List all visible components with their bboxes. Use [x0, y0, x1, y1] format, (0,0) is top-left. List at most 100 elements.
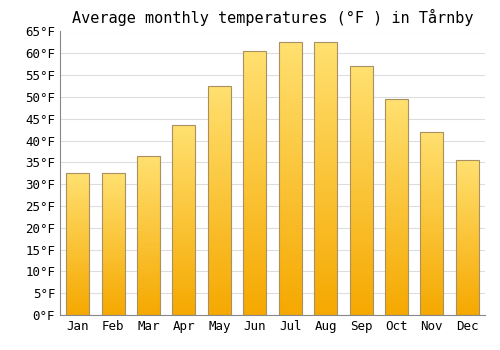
Bar: [172, 125, 196, 126]
Bar: [314, 281, 337, 282]
Bar: [208, 92, 231, 93]
Bar: [172, 248, 196, 250]
Bar: [456, 230, 479, 231]
Bar: [172, 138, 196, 139]
Bar: [244, 158, 266, 159]
Bar: [172, 293, 196, 294]
Bar: [350, 252, 372, 253]
Bar: [244, 132, 266, 133]
Bar: [66, 226, 89, 227]
Bar: [172, 235, 196, 236]
Bar: [314, 162, 337, 164]
Bar: [278, 205, 301, 206]
Bar: [102, 202, 124, 203]
Bar: [420, 240, 444, 241]
Bar: [208, 166, 231, 167]
Bar: [137, 185, 160, 186]
Bar: [420, 263, 444, 264]
Bar: [172, 245, 196, 246]
Bar: [208, 208, 231, 209]
Bar: [385, 188, 408, 189]
Bar: [350, 180, 372, 181]
Bar: [385, 254, 408, 256]
Bar: [420, 170, 444, 171]
Bar: [314, 173, 337, 175]
Bar: [350, 88, 372, 89]
Bar: [278, 255, 301, 257]
Bar: [172, 225, 196, 226]
Bar: [278, 62, 301, 63]
Bar: [172, 251, 196, 252]
Bar: [244, 167, 266, 169]
Bar: [278, 147, 301, 149]
Bar: [244, 196, 266, 198]
Bar: [385, 126, 408, 127]
Bar: [137, 288, 160, 289]
Bar: [208, 196, 231, 197]
Bar: [314, 123, 337, 124]
Bar: [278, 149, 301, 150]
Bar: [172, 284, 196, 285]
Bar: [66, 267, 89, 268]
Bar: [420, 148, 444, 149]
Bar: [278, 240, 301, 241]
Bar: [278, 90, 301, 91]
Bar: [456, 237, 479, 238]
Bar: [278, 219, 301, 221]
Bar: [102, 201, 124, 202]
Bar: [278, 267, 301, 269]
Bar: [102, 281, 124, 282]
Bar: [420, 293, 444, 294]
Bar: [278, 143, 301, 145]
Bar: [420, 185, 444, 186]
Bar: [208, 138, 231, 139]
Bar: [385, 285, 408, 286]
Bar: [137, 166, 160, 167]
Bar: [244, 113, 266, 114]
Bar: [385, 232, 408, 233]
Bar: [314, 251, 337, 252]
Bar: [350, 301, 372, 302]
Bar: [208, 167, 231, 168]
Bar: [278, 217, 301, 218]
Bar: [385, 243, 408, 244]
Bar: [456, 185, 479, 186]
Bar: [350, 115, 372, 116]
Bar: [350, 71, 372, 72]
Bar: [172, 290, 196, 291]
Bar: [456, 208, 479, 209]
Bar: [278, 88, 301, 89]
Bar: [420, 248, 444, 249]
Bar: [420, 216, 444, 217]
Bar: [314, 126, 337, 127]
Bar: [314, 229, 337, 231]
Bar: [102, 200, 124, 201]
Bar: [172, 190, 196, 191]
Bar: [208, 111, 231, 112]
Bar: [456, 209, 479, 210]
Bar: [420, 304, 444, 305]
Bar: [102, 236, 124, 237]
Bar: [278, 224, 301, 225]
Bar: [456, 219, 479, 220]
Bar: [137, 208, 160, 209]
Bar: [208, 165, 231, 166]
Bar: [278, 284, 301, 285]
Bar: [66, 241, 89, 242]
Bar: [420, 193, 444, 194]
Bar: [244, 186, 266, 187]
Bar: [278, 79, 301, 81]
Bar: [244, 233, 266, 235]
Bar: [278, 78, 301, 79]
Bar: [420, 147, 444, 148]
Bar: [314, 111, 337, 112]
Bar: [172, 158, 196, 159]
Bar: [172, 164, 196, 165]
Bar: [172, 208, 196, 209]
Bar: [385, 234, 408, 235]
Bar: [102, 191, 124, 192]
Bar: [350, 130, 372, 131]
Bar: [172, 171, 196, 172]
Bar: [385, 290, 408, 291]
Bar: [244, 122, 266, 124]
